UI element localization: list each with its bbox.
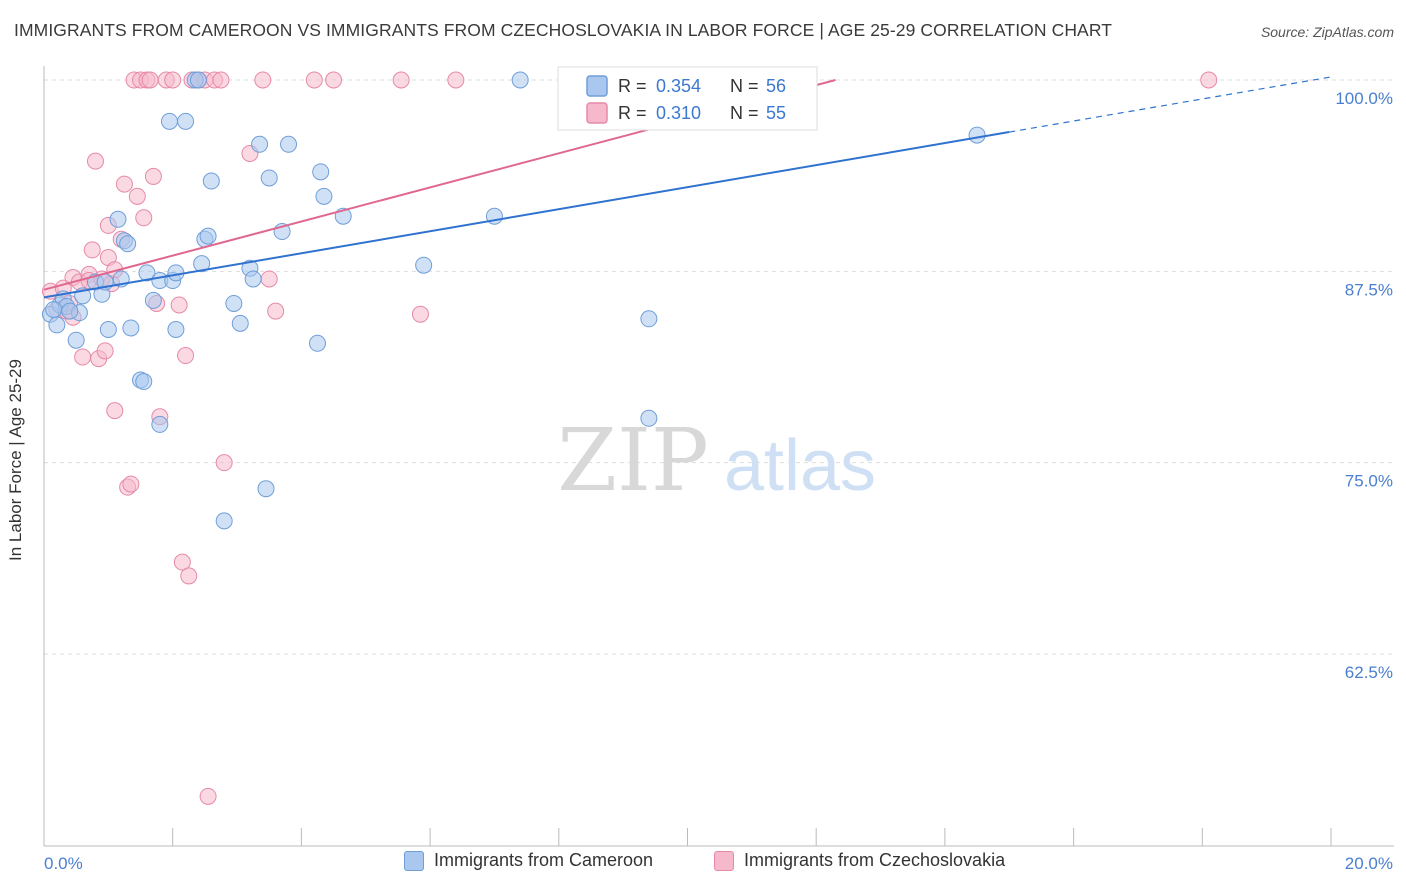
x-tick-label-min: 0.0% (44, 854, 83, 873)
blue-point-32 (215, 512, 233, 530)
blue-point-22 (160, 112, 178, 130)
blue-point-43 (312, 163, 330, 181)
legend-n-label-1: N = (730, 76, 764, 96)
pink-point-51 (325, 71, 343, 89)
blue-point-48 (511, 71, 529, 89)
blue-point-11 (99, 320, 117, 338)
blue-point-17 (135, 373, 153, 391)
blue-point-46 (415, 256, 433, 274)
blue-point-15 (122, 319, 140, 337)
blue-point-41 (280, 135, 298, 153)
pink-point-53 (411, 305, 429, 323)
y-axis-label: In Labor Force | Age 25-29 (6, 359, 25, 561)
legend-n-value-2: 55 (766, 103, 786, 123)
watermark-atlas: atlas (724, 426, 876, 506)
blue-point-25 (167, 320, 185, 338)
blue-point-21 (151, 415, 169, 433)
legend-swatch-blue (586, 75, 608, 97)
blue-point-53 (61, 302, 79, 320)
bottom-legend: Immigrants from Cameroon Immigrants from… (0, 850, 1406, 880)
legend-item-cameroon[interactable]: Immigrants from Cameroon (404, 850, 653, 871)
y-tick-label-2: 87.5% (1345, 280, 1393, 299)
legend-r-value-1: 0.354 (656, 76, 701, 96)
y-tick-label-1: 75.0% (1345, 472, 1393, 491)
pink-point-36 (173, 553, 191, 571)
blue-point-51 (968, 126, 986, 144)
blue-point-18 (138, 264, 156, 282)
blue-point-12 (109, 210, 127, 228)
blue-trend-extension (1009, 76, 1332, 133)
pink-point-30 (144, 167, 162, 185)
blue-point-1 (48, 316, 66, 334)
legend-n-value-1: 56 (766, 76, 786, 96)
legend-swatch-czechoslovakia (714, 850, 734, 871)
legend-box: R = 0.354 N = 56 R = 0.310 N = 55 (557, 66, 818, 131)
blue-point-19 (144, 291, 162, 309)
legend-label-czechoslovakia: Immigrants from Czechoslovakia (744, 850, 1006, 870)
pink-point-21 (115, 175, 133, 193)
watermark-zip: ZIP (557, 411, 709, 511)
blue-point-49 (640, 310, 658, 328)
pink-point-10 (83, 241, 101, 259)
legend-swatch-pink (586, 102, 608, 124)
pink-point-29 (141, 71, 159, 89)
pink-point-19 (106, 402, 124, 420)
pink-point-38 (180, 567, 198, 585)
blue-point-31 (202, 172, 220, 190)
blue-point-37 (251, 135, 269, 153)
blue-point-50 (640, 409, 658, 427)
chart-source: Source: ZipAtlas.com (1260, 24, 1394, 40)
legend-item-czechoslovakia[interactable]: Immigrants from Czechoslovakia (714, 850, 1005, 871)
pink-point-52 (392, 71, 410, 89)
blue-point-42 (308, 334, 326, 352)
y-tick-label-3: 100.0% (1335, 89, 1393, 108)
pink-point-45 (215, 454, 233, 472)
pink-point-8 (74, 348, 92, 366)
pink-point-12 (86, 152, 104, 170)
legend-label-cameroon: Immigrants from Cameroon (434, 850, 654, 870)
legend-r-value-2: 0.310 (656, 103, 701, 123)
legend-swatch-cameroon (404, 850, 424, 871)
pink-point-34 (164, 71, 182, 89)
watermark: ZIP atlas (557, 411, 876, 511)
legend-r-label-1: R = (618, 76, 652, 96)
blue-point-36 (244, 270, 262, 288)
pink-point-50 (305, 71, 323, 89)
blue-point-28 (193, 255, 211, 273)
blue-point-55 (189, 71, 207, 89)
pink-point-42 (199, 787, 217, 805)
blue-point-34 (231, 314, 249, 332)
pink-point-15 (96, 342, 114, 360)
y-tick-label-0: 62.5% (1345, 663, 1393, 682)
pink-point-54 (447, 71, 465, 89)
blue-point-38 (257, 480, 275, 498)
blue-point-52 (45, 301, 63, 319)
blue-point-5 (67, 331, 85, 349)
pink-point-47 (254, 71, 272, 89)
legend-n-label-2: N = (730, 103, 764, 123)
blue-point-39 (260, 169, 278, 187)
pink-point-37 (177, 347, 195, 365)
pink-point-49 (267, 302, 285, 320)
blue-point-44 (315, 187, 333, 205)
blue-point-14 (119, 235, 137, 253)
legend-r-label-2: R = (618, 103, 652, 123)
pink-point-55 (1200, 71, 1218, 89)
pink-point-48 (260, 270, 278, 288)
blue-trend-line (43, 131, 1010, 299)
pink-point-44 (212, 71, 230, 89)
chart-title: IMMIGRANTS FROM CAMEROON VS IMMIGRANTS F… (14, 20, 1113, 40)
pink-point-27 (135, 209, 153, 227)
pink-point-25 (128, 187, 146, 205)
x-tick-label-max: 20.0% (1345, 854, 1393, 873)
blue-point-26 (177, 112, 195, 130)
blue-point-30 (199, 227, 217, 245)
blue-point-33 (225, 294, 243, 312)
pink-point-23 (122, 475, 140, 493)
pink-point-35 (170, 296, 188, 314)
